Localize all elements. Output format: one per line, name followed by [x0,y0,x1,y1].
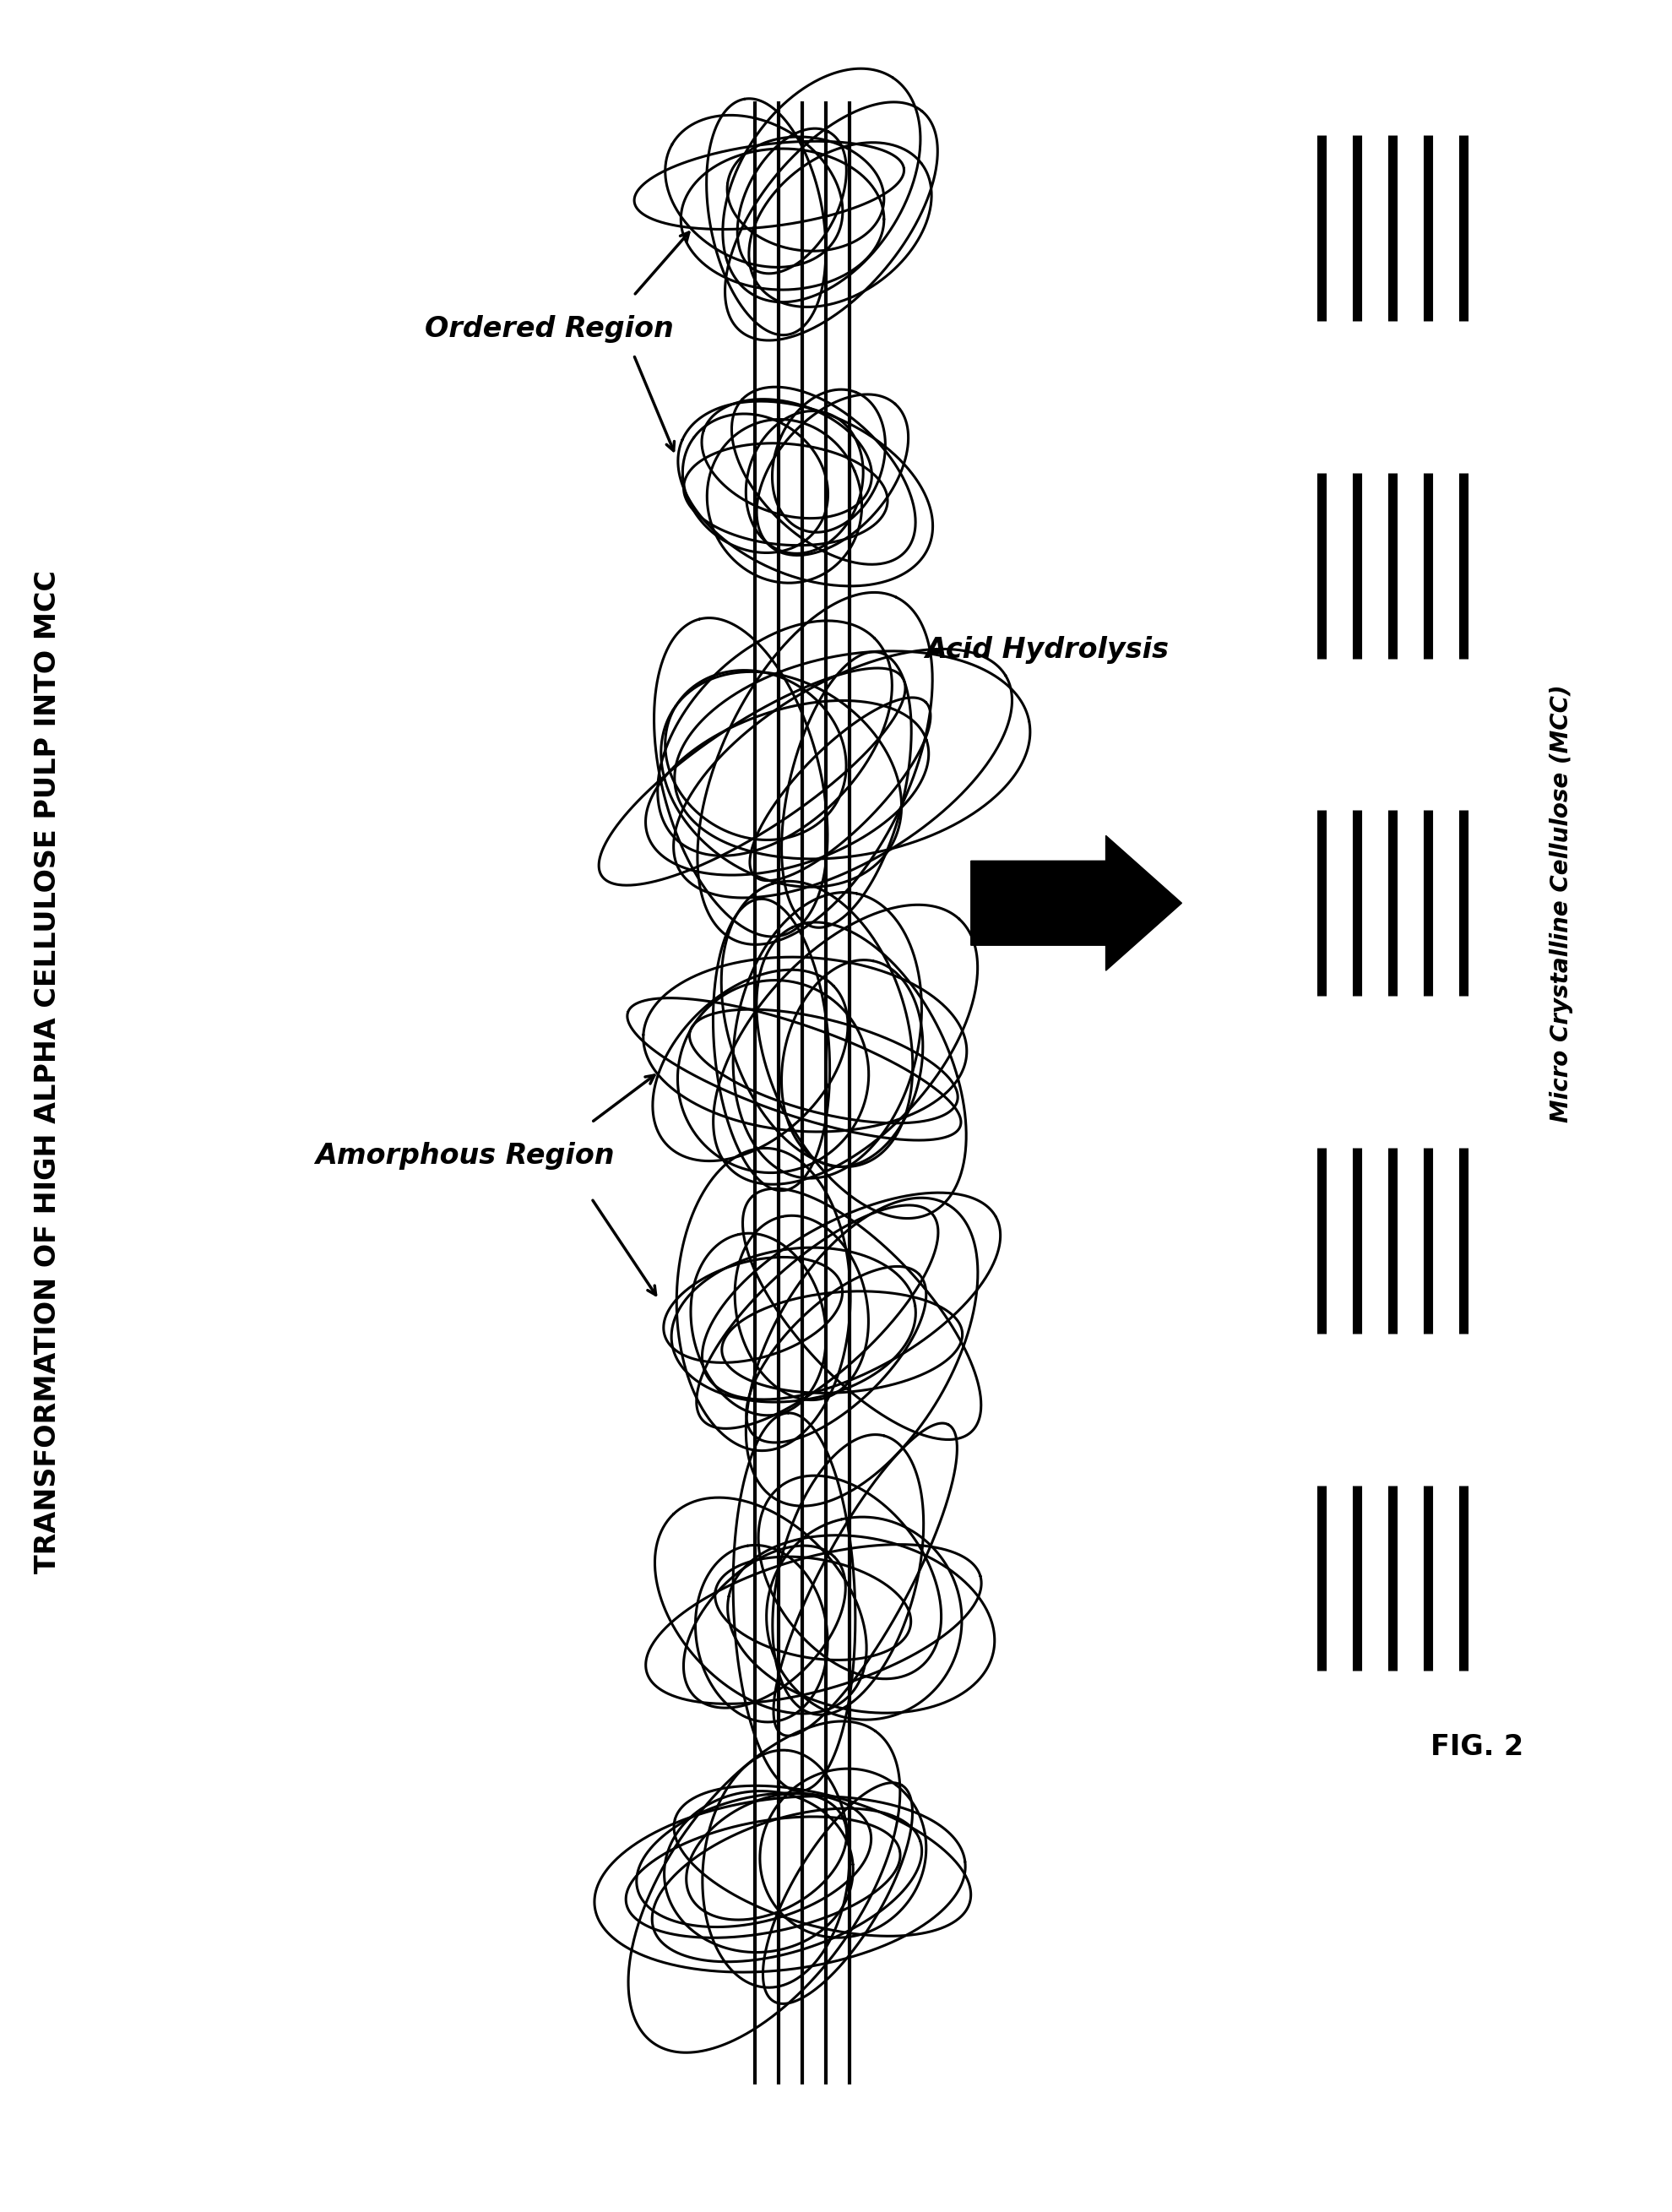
Text: TRANSFORMATION OF HIGH ALPHA CELLULOSE PULP INTO MCC: TRANSFORMATION OF HIGH ALPHA CELLULOSE P… [33,571,62,1573]
Text: Ordered Region: Ordered Region [425,316,674,343]
Text: Amorphous Region: Amorphous Region [316,1141,615,1170]
Text: Acid Hydrolysis: Acid Hydrolysis [925,637,1169,664]
Text: FIG. 2: FIG. 2 [1430,1732,1523,1761]
Text: Micro Crystalline Cellulose (MCC): Micro Crystalline Cellulose (MCC) [1550,684,1573,1121]
FancyArrow shape [971,836,1182,971]
